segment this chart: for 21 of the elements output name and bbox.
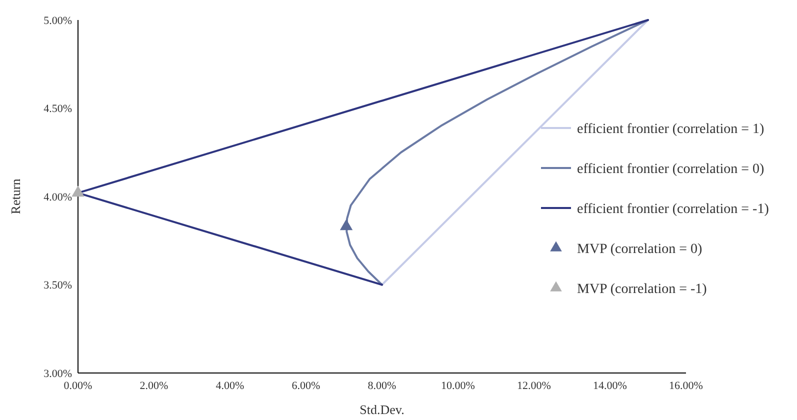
y-tick-label: 3.50% — [44, 280, 72, 292]
x-tick-label: 4.00% — [216, 380, 244, 392]
y-axis-title: Return — [8, 178, 23, 214]
x-tick-label: 10.00% — [441, 380, 475, 392]
x-tick-label: 12.00% — [517, 380, 551, 392]
legend-label: MVP (correlation = -1) — [577, 282, 708, 297]
legend-label: MVP (correlation = 0) — [577, 242, 703, 257]
legend-label: efficient frontier (correlation = -1) — [577, 202, 770, 217]
y-tick-label: 5.00% — [44, 14, 72, 27]
x-tick-label: 16.00% — [669, 380, 703, 392]
x-tick-label: 0.00% — [64, 380, 92, 392]
y-tick-label: 4.50% — [44, 103, 72, 116]
x-axis-title: Std.Dev. — [360, 402, 404, 417]
x-tick-label: 6.00% — [292, 380, 320, 392]
x-tick-label: 8.00% — [368, 380, 396, 392]
x-tick-label: 2.00% — [140, 380, 168, 392]
x-tick-label: 14.00% — [593, 380, 627, 392]
y-tick-label: 4.00% — [44, 191, 72, 204]
legend-label: efficient frontier (correlation = 1) — [577, 122, 765, 137]
y-tick-label: 3.00% — [44, 368, 72, 380]
legend-label: efficient frontier (correlation = 0) — [577, 162, 765, 177]
